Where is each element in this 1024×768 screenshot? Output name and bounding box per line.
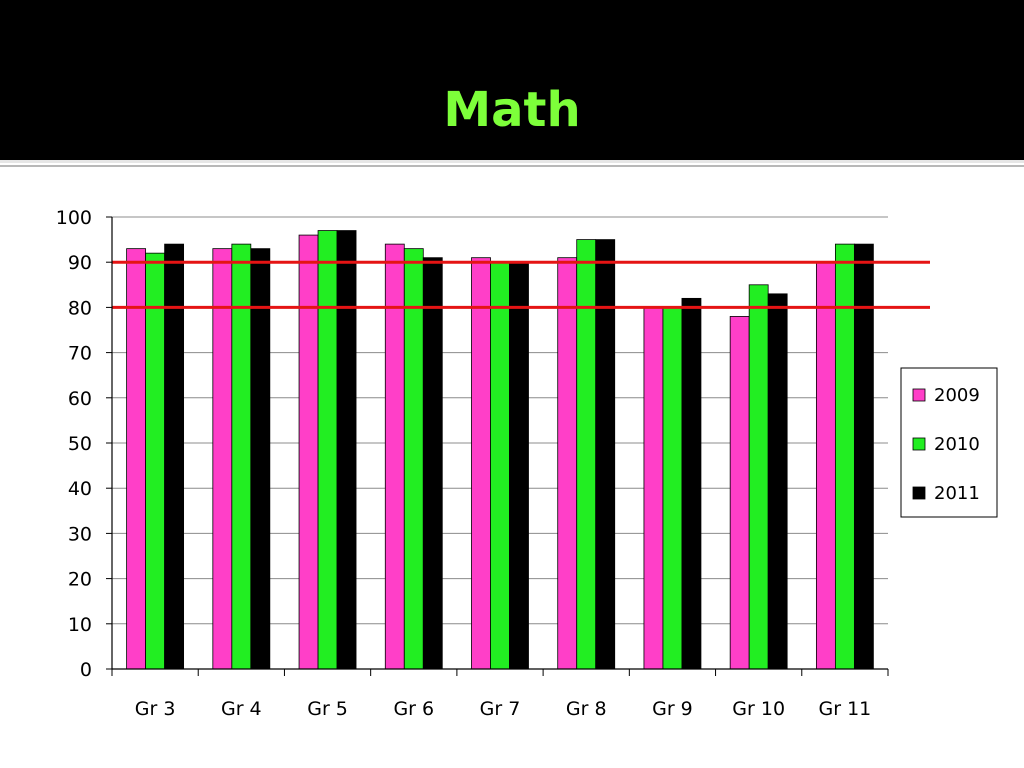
legend-label-2009: 2009 (934, 385, 980, 406)
bar-2010-gr-3 (145, 252, 166, 670)
bar-2011-gr-9 (681, 297, 702, 670)
bar-2011-gr-7 (509, 261, 529, 670)
slide-header (0, 0, 1024, 160)
legend-swatch-2010 (912, 437, 926, 451)
x-tick-label: Gr 9 (652, 698, 693, 720)
bar-2009-gr-11 (815, 261, 836, 670)
y-tick-label: 70 (68, 343, 92, 365)
bar-2010-gr-8 (576, 239, 597, 670)
bar-2009-gr-10 (729, 316, 750, 670)
y-tick-label: 0 (80, 659, 92, 681)
bar-2009-gr-3 (126, 248, 147, 670)
x-tick-label: Gr 4 (221, 698, 262, 720)
bar-2010-gr-9 (662, 306, 683, 670)
y-tick-label: 60 (68, 388, 92, 410)
bar-2010-gr-7 (490, 261, 510, 670)
x-tick-label: Gr 6 (393, 698, 434, 720)
slide-title: Math (443, 82, 581, 138)
y-tick-label: 100 (56, 207, 92, 229)
bar-2011-gr-10 (767, 293, 788, 670)
bar-2011-gr-8 (595, 239, 616, 670)
y-tick-label: 10 (68, 614, 92, 636)
legend-swatch-2009 (912, 388, 926, 402)
bar-2009-gr-7 (471, 257, 491, 670)
y-tick-label: 20 (68, 569, 92, 591)
legend: 2009 2010 2011 (900, 367, 998, 518)
bar-2010-gr-10 (748, 284, 769, 670)
legend-label-2011: 2011 (934, 483, 980, 504)
y-tick-label: 80 (68, 297, 92, 319)
bar-2009-gr-8 (557, 257, 578, 670)
x-tick-label: Gr 5 (307, 698, 348, 720)
x-tick-label: Gr 7 (480, 698, 521, 720)
header-divider-secondary (0, 165, 1024, 167)
y-tick-label: 50 (68, 433, 92, 455)
reference-lines (112, 260, 930, 309)
axes: 0 10 20 30 40 50 60 70 80 90 100 Gr 3 Gr 4 Gr 5 Gr 6 Gr… (56, 207, 889, 720)
bar-2009-gr-5 (298, 234, 319, 670)
bar-2009-gr-4 (212, 248, 233, 670)
legend-label-2010: 2010 (934, 434, 980, 455)
bar-2011-gr-4 (250, 248, 271, 670)
header-divider (0, 160, 1024, 163)
bars (126, 230, 874, 670)
y-tick-label: 90 (68, 252, 92, 274)
y-tick-label: 40 (68, 478, 92, 500)
bar-2010-gr-6 (403, 248, 424, 670)
x-tick-label: Gr 3 (135, 698, 176, 720)
bar-2011-gr-5 (336, 230, 357, 670)
y-tick-label: 30 (68, 523, 92, 545)
x-tick-label: Gr 10 (732, 698, 785, 720)
legend-swatch-2011 (912, 486, 926, 500)
bar-2011-gr-6 (422, 257, 443, 670)
x-tick-label: Gr 8 (566, 698, 607, 720)
x-tick-label: Gr 11 (819, 698, 872, 720)
bar-2010-gr-5 (317, 230, 338, 670)
bar-2009-gr-9 (643, 306, 664, 670)
